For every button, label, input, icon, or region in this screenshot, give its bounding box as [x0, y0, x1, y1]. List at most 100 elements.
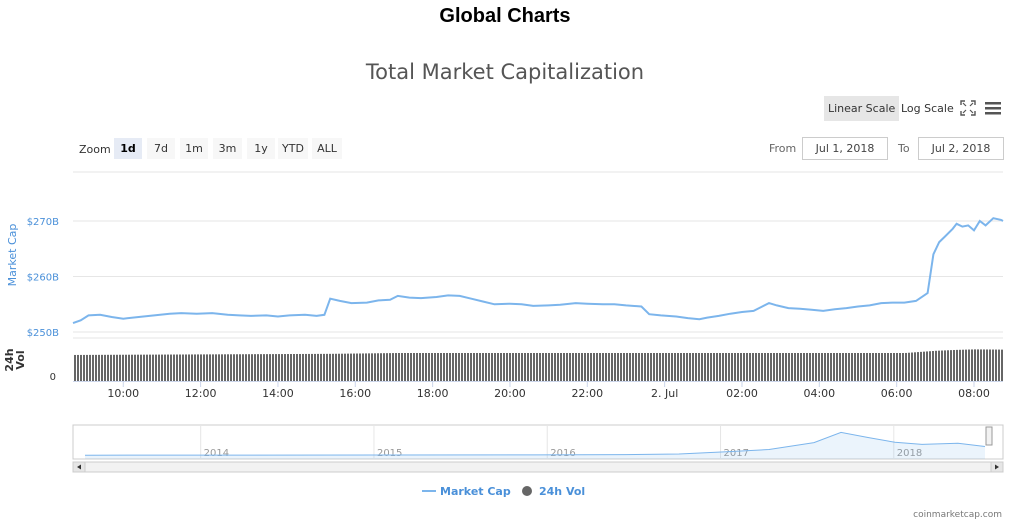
volume-bar	[110, 354, 112, 381]
volume-bar	[287, 354, 289, 381]
volume-bar	[998, 349, 1000, 381]
volume-bar	[578, 353, 580, 381]
zoom-7d-button[interactable]: 7d	[147, 138, 175, 159]
fullscreen-icon[interactable]	[960, 100, 976, 116]
volume-bar	[416, 353, 418, 381]
volume-bar	[869, 353, 871, 381]
volume-bar	[425, 353, 427, 381]
from-date-input[interactable]: Jul 1, 2018	[802, 137, 888, 160]
volume-bar	[509, 353, 511, 381]
volume-bar	[320, 353, 322, 381]
volume-bar	[635, 353, 637, 381]
volume-bar	[971, 349, 973, 381]
volume-bar	[575, 353, 577, 381]
volume-bar	[119, 354, 121, 381]
volume-bar	[545, 353, 547, 381]
volume-bar	[314, 353, 316, 381]
volume-bar	[536, 353, 538, 381]
volume-bar	[941, 350, 943, 381]
volume-bar	[299, 353, 301, 381]
volume-bar	[389, 353, 391, 381]
volume-bar	[980, 349, 982, 381]
y-axis-title: Market Cap	[6, 224, 19, 287]
volume-bar	[620, 353, 622, 381]
volume-bar	[209, 354, 211, 381]
volume-bar	[875, 353, 877, 381]
linear-scale-button[interactable]: Linear Scale	[824, 96, 900, 121]
volume-bar	[584, 353, 586, 381]
volume-bar	[935, 350, 937, 381]
volume-bar	[182, 354, 184, 381]
volume-bar	[554, 353, 556, 381]
volume-bar	[599, 353, 601, 381]
volume-bar	[143, 354, 145, 381]
credit-link[interactable]: coinmarketcap.com	[913, 510, 1002, 520]
volume-bar	[617, 353, 619, 381]
volume-bar	[596, 353, 598, 381]
volume-bar	[668, 353, 670, 381]
volume-bar	[602, 353, 604, 381]
volume-bar	[887, 353, 889, 381]
navigator-frame	[72, 424, 1004, 460]
volume-bar	[158, 354, 160, 381]
volume-bar	[161, 354, 163, 381]
zoom-3m-button[interactable]: 3m	[213, 138, 242, 159]
to-date-input[interactable]: Jul 2, 2018	[918, 137, 1004, 160]
volume-bar	[503, 353, 505, 381]
volume-tick-label: 0	[50, 372, 56, 383]
volume-bar	[290, 354, 292, 381]
volume-bar	[878, 353, 880, 381]
volume-bar	[797, 353, 799, 381]
volume-bar	[131, 354, 133, 381]
volume-bar	[791, 353, 793, 381]
zoom-ytd-button[interactable]: YTD	[278, 138, 308, 159]
volume-bar	[431, 353, 433, 381]
zoom-1y-button[interactable]: 1y	[247, 138, 275, 159]
zoom-all-button[interactable]: ALL	[312, 138, 342, 159]
volume-bar	[563, 353, 565, 381]
volume-bar	[80, 354, 82, 381]
volume-bar	[629, 353, 631, 381]
volume-bar	[842, 353, 844, 381]
volume-bar	[956, 349, 958, 381]
volume-bar	[818, 353, 820, 381]
volume-bar	[437, 353, 439, 381]
volume-bar	[401, 353, 403, 381]
zoom-1d-button[interactable]: 1d	[114, 138, 142, 159]
volume-bar	[155, 354, 157, 381]
log-scale-button[interactable]: Log Scale	[901, 102, 954, 115]
menu-icon[interactable]	[984, 100, 1002, 116]
volume-bar	[782, 353, 784, 381]
volume-bar	[272, 354, 274, 381]
volume-bar	[902, 353, 904, 381]
volume-bar	[242, 354, 244, 381]
volume-bar	[743, 353, 745, 381]
navigator-year-label: 2017	[724, 448, 749, 459]
volume-bar	[809, 353, 811, 381]
volume-bar	[335, 353, 337, 381]
from-label: From	[769, 142, 797, 155]
volume-bar	[989, 349, 991, 381]
volume-bar	[686, 353, 688, 381]
x-tick-label: 18:00	[417, 387, 449, 400]
volume-bar	[152, 354, 154, 381]
volume-bar	[674, 353, 676, 381]
volume-bar	[98, 354, 100, 381]
y-tick-label: $270B	[27, 217, 59, 228]
volume-bar	[836, 353, 838, 381]
volume-bar	[848, 353, 850, 381]
volume-bar	[695, 353, 697, 381]
volume-bar	[92, 354, 94, 381]
volume-bar	[623, 353, 625, 381]
navigator-year-label: 2014	[204, 448, 229, 459]
volume-bar	[443, 353, 445, 381]
volume-bar	[518, 353, 520, 381]
volume-bar	[581, 353, 583, 381]
volume-bar	[527, 353, 529, 381]
zoom-1m-button[interactable]: 1m	[180, 138, 208, 159]
legend-volume-label: 24h Vol	[539, 485, 585, 498]
volume-bar	[266, 354, 268, 381]
volume-bar	[170, 354, 172, 381]
volume-bar	[500, 353, 502, 381]
volume-bar	[263, 354, 265, 381]
